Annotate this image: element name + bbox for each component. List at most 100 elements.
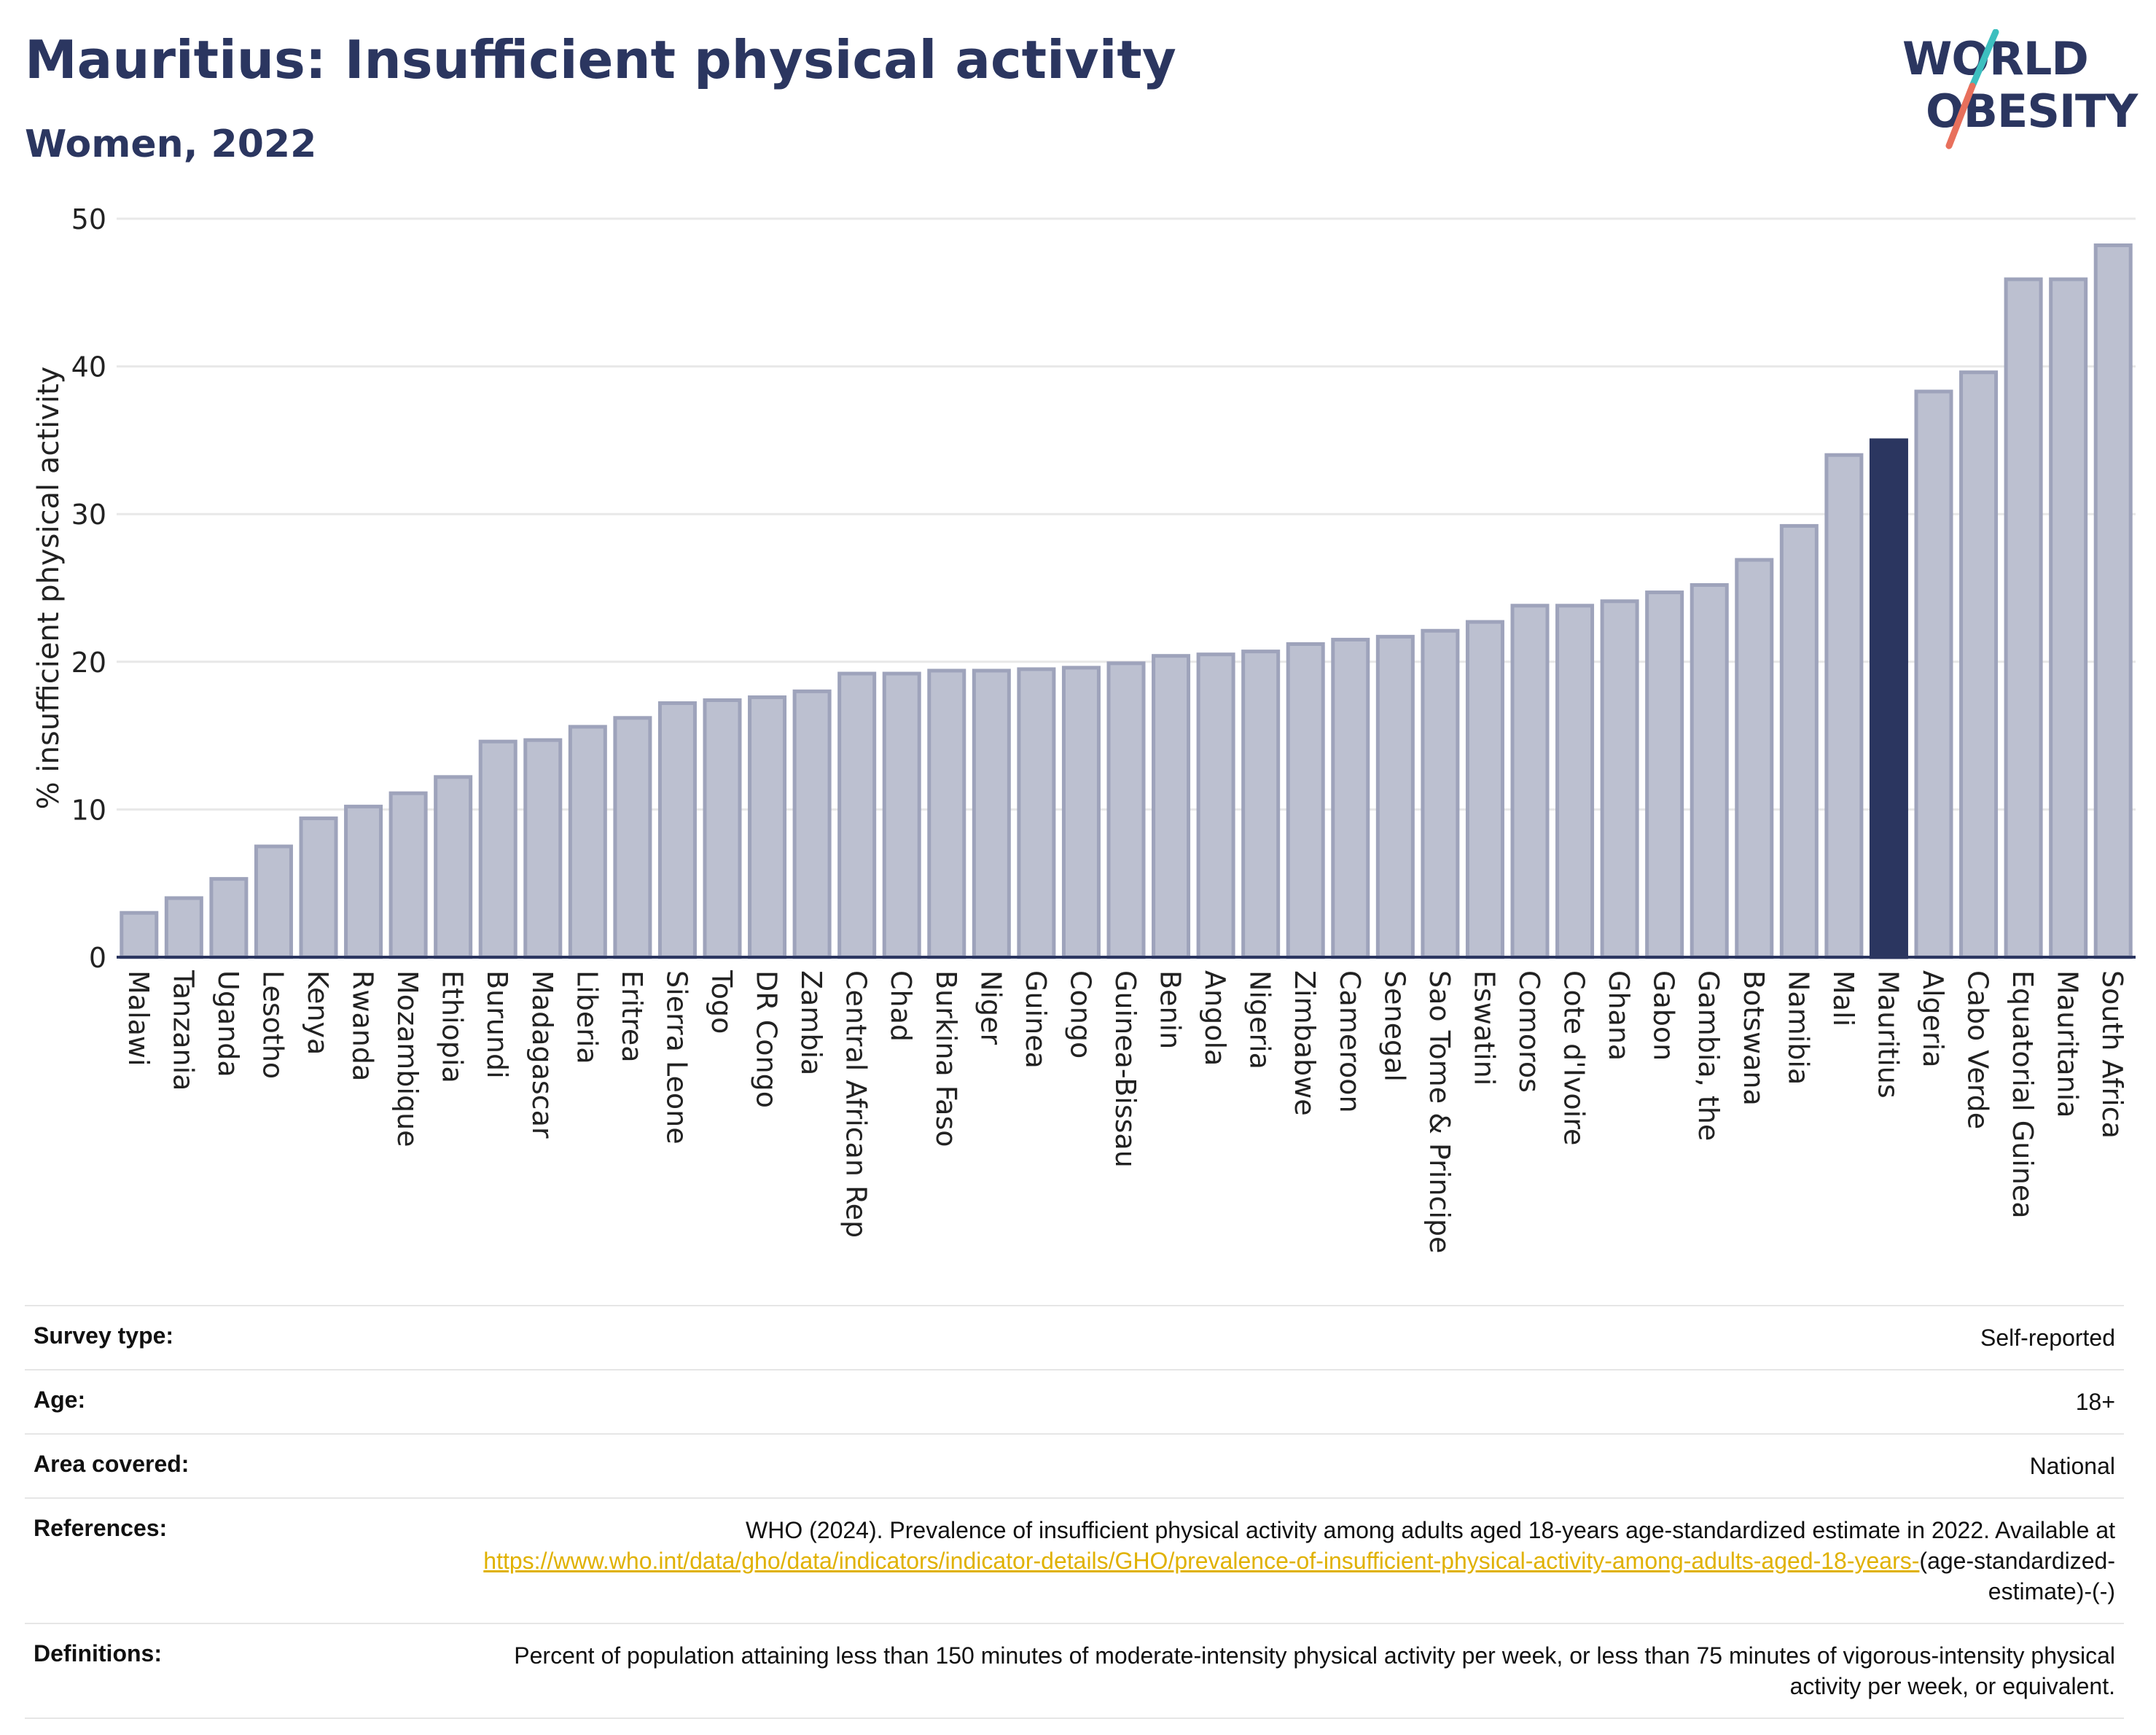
- x-tick-label: Liberia: [571, 970, 603, 1064]
- definitions-label: Definitions:: [34, 1640, 162, 1666]
- bar-lesotho: [254, 844, 293, 959]
- x-tick-label: Burundi: [481, 970, 513, 1079]
- bar-ethiopia: [434, 775, 473, 959]
- bar-sao-tome-principe: [1421, 628, 1460, 959]
- logo-slash-icon: [1945, 29, 1999, 149]
- x-tick-label: Namibia: [1782, 970, 1814, 1085]
- bar-south-africa: [2093, 243, 2133, 959]
- bar-senegal: [1375, 634, 1415, 959]
- x-tick-label: Angola: [1199, 970, 1231, 1066]
- bar-cameroon: [1331, 637, 1370, 959]
- x-tick-label: Botswana: [1738, 970, 1770, 1106]
- bar-sierra-leone: [657, 701, 697, 959]
- bar-burkina-faso: [927, 668, 966, 959]
- survey-type-label: Survey type:: [34, 1322, 174, 1349]
- references-value: WHO (2024). Prevalence of insufficient p…: [439, 1515, 2115, 1607]
- y-tick-labels: 0 10 20 30 40 50: [71, 203, 106, 974]
- x-tick-label: Gambia, the: [1692, 970, 1725, 1141]
- meta-row-survey: Survey type: Self-reported: [25, 1305, 2124, 1369]
- x-tick-label: Gabon: [1648, 970, 1680, 1061]
- x-tick-label: Eswatini: [1468, 970, 1500, 1085]
- x-tick-label: Eritrea: [616, 970, 648, 1063]
- y-tick-label: 20: [71, 647, 106, 679]
- bar-botswana: [1735, 558, 1774, 959]
- bar-equatorial-guinea: [2004, 277, 2043, 959]
- x-tick-label: Chad: [885, 970, 917, 1042]
- bar-niger: [972, 668, 1011, 959]
- references-suffix: (age-standardized-estimate)-(-): [1919, 1548, 2115, 1605]
- area-covered-value: National: [2029, 1453, 2115, 1479]
- x-tick-label: Nigeria: [1244, 970, 1276, 1069]
- x-tick-label: Rwanda: [347, 970, 379, 1081]
- bar-mauritania: [2049, 277, 2088, 959]
- y-tick-label: 0: [89, 942, 106, 974]
- x-tick-label: Zimbabwe: [1289, 970, 1321, 1116]
- chart-title: Mauritius: Insufficient physical activit…: [25, 29, 1176, 90]
- references-link[interactable]: https://www.who.int/data/gho/data/indica…: [483, 1548, 1920, 1574]
- bar-togo: [703, 698, 742, 959]
- bar-gabon: [1645, 590, 1684, 959]
- x-tick-label: Zambia: [795, 970, 827, 1075]
- x-tick-labels: Malawi Tanzania Uganda Lesotho Kenya Rwanda Mo…: [122, 970, 2128, 1253]
- bar-liberia: [568, 725, 607, 959]
- x-tick-label: DR Congo: [751, 970, 783, 1108]
- bar-zimbabwe: [1286, 642, 1325, 959]
- bar-rwanda: [344, 804, 383, 959]
- x-tick-label: Central African Rep: [840, 970, 872, 1238]
- x-tick-label: Lesotho: [257, 970, 289, 1079]
- x-tick-label: Sao Tome & Principe: [1423, 970, 1456, 1253]
- bar-malawi: [120, 911, 159, 959]
- x-tick-label: Ghana: [1603, 970, 1635, 1061]
- bar-ghana: [1600, 599, 1639, 959]
- bar-angola: [1196, 652, 1235, 959]
- x-tick-label: Cote d'Ivoire: [1558, 970, 1590, 1145]
- x-tick-label: Comoros: [1513, 970, 1545, 1093]
- x-tick-label: Benin: [1155, 970, 1187, 1049]
- bar-eritrea: [613, 716, 652, 959]
- x-tick-label: Senegal: [1378, 970, 1410, 1082]
- x-tick-label: Kenya: [302, 970, 334, 1055]
- bar-madagascar: [523, 738, 563, 959]
- x-tick-label: Cameroon: [1334, 970, 1366, 1113]
- references-label: References:: [34, 1515, 168, 1541]
- bar-eswatini: [1465, 620, 1504, 959]
- bars: [120, 243, 2133, 959]
- bar-algeria: [1914, 389, 1953, 959]
- bar-gambia-the: [1690, 582, 1729, 959]
- x-tick-label: Equatorial Guinea: [2007, 970, 2039, 1219]
- bar-mauritius: [1869, 438, 1908, 959]
- bar-dr-congo: [748, 695, 787, 959]
- bar-comoros: [1510, 604, 1550, 959]
- bar-central-african-rep: [837, 671, 877, 959]
- bar-uganda: [209, 877, 249, 959]
- bar-burundi: [478, 739, 517, 959]
- x-tick-label: Burkina Faso: [930, 970, 962, 1147]
- x-tick-label: Mozambique: [391, 970, 423, 1147]
- x-tick-label: Congo: [1064, 970, 1096, 1058]
- bar-guinea-bissau: [1106, 661, 1146, 959]
- references-text: WHO (2024). Prevalence of insufficient p…: [746, 1517, 2115, 1543]
- x-tick-label: South Africa: [2096, 970, 2128, 1139]
- x-tick-label: Mauritius: [1872, 970, 1904, 1099]
- bar-tanzania: [164, 896, 203, 959]
- y-tick-label: 30: [71, 499, 106, 531]
- x-tick-label: Mali: [1827, 970, 1859, 1026]
- bar-zambia: [792, 689, 832, 959]
- bar-kenya: [299, 816, 338, 959]
- definitions-value: Percent of population attaining less tha…: [514, 1642, 2115, 1699]
- bar-chart: 0 10 20 30 40 50 Malawi Tanzania Uganda Lesotho K…: [32, 203, 2136, 1253]
- y-tick-label: 10: [71, 794, 106, 826]
- bar-cote-d-ivoire: [1555, 604, 1595, 959]
- x-tick-label: Tanzania: [167, 970, 199, 1091]
- meta-row-definitions: Definitions: Percent of population attai…: [25, 1623, 2124, 1719]
- meta-row-area: Area covered: National: [25, 1433, 2124, 1497]
- logo-line-1: WORLD: [1902, 32, 2089, 85]
- x-tick-label: Togo: [706, 970, 738, 1034]
- x-tick-label: Niger: [975, 970, 1007, 1045]
- x-tick-label: Guinea-Bissau: [1109, 970, 1141, 1168]
- bar-namibia: [1779, 523, 1819, 959]
- bar-cabo-verde: [1959, 370, 1999, 959]
- y-tick-label: 40: [71, 351, 106, 383]
- bar-benin: [1152, 654, 1191, 959]
- bar-guinea: [1017, 667, 1056, 959]
